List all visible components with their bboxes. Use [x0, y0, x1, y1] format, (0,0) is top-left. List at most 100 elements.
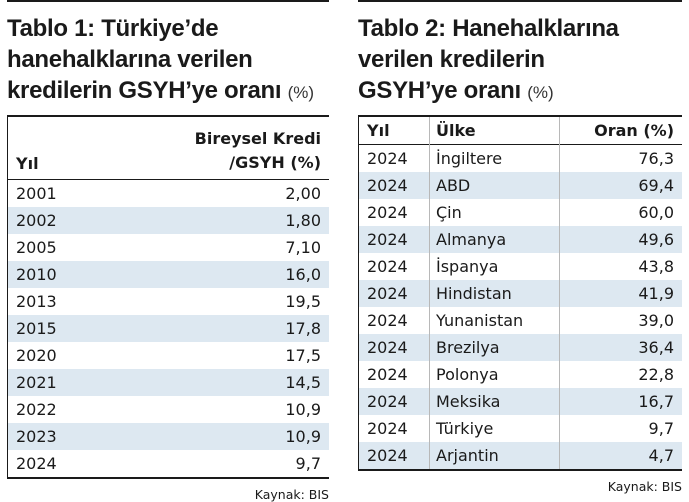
table2-year-cell: 2024 — [358, 388, 430, 415]
table1-value-cell: 19,5 — [285, 292, 321, 311]
table2: Yıl Ülke Oran (%) 2024 İngiltere 76,3 2024 A… — [358, 117, 682, 469]
table2-country-cell: Polonya — [428, 361, 560, 388]
table2-year-cell: 2024 — [358, 226, 430, 253]
table2-value-cell: 39,0 — [559, 307, 682, 334]
table1-value-cell: 10,9 — [285, 400, 321, 419]
table2-header-row: Yıl Ülke Oran (%) — [358, 117, 682, 145]
table-row: 2024 Meksika 16,7 — [358, 388, 682, 415]
table1-value-cell: 16,0 — [96, 261, 329, 288]
table2-value-cell: 76,3 — [559, 144, 682, 172]
table1-value-cell: 9,7 — [295, 454, 321, 473]
table1-header-rule — [7, 115, 329, 117]
table1-value-cell: 2,00 — [285, 184, 321, 203]
table2-title: Tablo 2: Hanehalklarına verilen krediler… — [358, 13, 682, 108]
table1-value-cell: 17,8 — [96, 315, 329, 342]
table1-bottom-rule — [7, 477, 329, 479]
table1-col-value-line2: /GSYH (%) — [229, 153, 321, 172]
table1-year-cell: 2022 — [6, 396, 97, 423]
table2-country-cell: İspanya — [428, 253, 560, 280]
table-row: 2021 14,5 — [6, 369, 329, 396]
table2-value-cell: 41,9 — [559, 280, 682, 307]
table2-country-cell: Brezilya — [428, 334, 560, 361]
table2-unit: (%) — [527, 83, 554, 102]
table2-col-value: Oran (%) — [559, 117, 682, 145]
table-row: 2020 17,5 — [6, 342, 330, 369]
table-row: 2010 16,0 — [6, 261, 329, 288]
table1: Yıl Bireysel Kredi /GSYH (%) 2001 2,00 200… — [6, 117, 330, 477]
table1-year-cell: 2002 — [6, 207, 97, 234]
table-row: 2024 9,7 — [6, 450, 330, 477]
table1-panel: Tablo 1: Türkiye’de hanehalklarına veril… — [6, 0, 330, 502]
table-row: 2001 2,00 — [6, 179, 330, 207]
table-row: 2002 1,80 — [6, 207, 329, 234]
table1-source: Kaynak: BIS — [254, 487, 329, 502]
table2-country-cell: Hindistan — [428, 280, 560, 307]
table2-year-cell: 2024 — [358, 199, 430, 226]
table2-value-cell: 9,7 — [559, 415, 682, 442]
table2-title-line2: verilen kredilerin — [358, 46, 545, 73]
table2-value-cell: 16,7 — [559, 388, 682, 415]
table2-year-cell: 2024 — [358, 144, 430, 172]
table-row: 2024 İspanya 43,8 — [358, 253, 682, 280]
table1-year-cell: 2005 — [6, 234, 97, 261]
table1-value-cell: 1,80 — [96, 207, 329, 234]
table2-source: Kaynak: BIS — [607, 479, 682, 494]
table1-year-cell: 2024 — [6, 450, 97, 477]
table1-year-cell: 2020 — [6, 342, 97, 369]
table1-unit: (%) — [287, 83, 315, 102]
table2-year-cell: 2024 — [358, 442, 430, 469]
table1-value-cell: 7,10 — [285, 238, 321, 257]
table2-top-rule — [358, 0, 682, 2]
table2-year-cell: 2024 — [358, 334, 430, 361]
table1-col-year: Yıl — [6, 117, 97, 180]
table1-title-line2: hanehalklarına verilen — [7, 46, 253, 73]
table1-title: Tablo 1: Türkiye’de hanehalklarına veril… — [7, 13, 329, 108]
table1-year-cell: 2001 — [6, 179, 97, 207]
table2-bottom-rule — [358, 469, 682, 471]
table2-year-cell: 2024 — [358, 307, 430, 334]
table1-year-cell: 2013 — [6, 288, 97, 315]
table1-year-cell: 2023 — [6, 423, 97, 450]
table2-year-cell: 2024 — [358, 361, 430, 388]
table2-year-cell: 2024 — [358, 172, 430, 199]
table-row: 2013 19,5 — [6, 288, 330, 315]
table2-title-line3: GSYH’ye oranı — [358, 77, 521, 104]
table-row: 2024 Almanya 49,6 — [358, 226, 682, 253]
table1-col-value: Bireysel Kredi /GSYH (%) — [96, 117, 329, 180]
table-row: 2024 Polonya 22,8 — [358, 361, 682, 388]
table2-year-cell: 2024 — [358, 253, 430, 280]
table2-country-cell: Türkiye — [428, 415, 560, 442]
table1-value-cell: 17,5 — [285, 346, 321, 365]
table2-value-cell: 36,4 — [559, 334, 682, 361]
table2-value-cell: 60,0 — [559, 199, 682, 226]
table2-value-cell: 22,8 — [559, 361, 682, 388]
table1-col-value-line1: Bireysel Kredi — [194, 129, 321, 148]
table2-country-cell: Meksika — [428, 388, 560, 415]
table2-year-cell: 2024 — [358, 280, 430, 307]
table2-country-cell: ABD — [428, 172, 560, 199]
table2-country-cell: Çin — [428, 199, 560, 226]
table-row: 2024 Türkiye 9,7 — [358, 415, 682, 442]
table1-top-rule — [7, 0, 329, 2]
table-row: 2022 10,9 — [6, 396, 330, 423]
table1-value-cell: 14,5 — [96, 369, 329, 396]
table2-value-cell: 69,4 — [559, 172, 682, 199]
table1-year-cell: 2021 — [6, 369, 97, 396]
table1-year-cell: 2015 — [6, 315, 97, 342]
table2-col-year: Yıl — [358, 117, 430, 145]
table-row: 2024 İngiltere 76,3 — [358, 144, 682, 172]
table-row: 2015 17,8 — [6, 315, 329, 342]
table-row: 2005 7,10 — [6, 234, 330, 261]
table1-year-cell: 2010 — [6, 261, 97, 288]
table-row: 2024 Brezilya 36,4 — [358, 334, 682, 361]
table-row: 2024 Yunanistan 39,0 — [358, 307, 682, 334]
table2-year-cell: 2024 — [358, 415, 430, 442]
table2-country-cell: Arjantin — [428, 442, 560, 469]
table2-value-cell: 49,6 — [559, 226, 682, 253]
table1-value-cell: 10,9 — [96, 423, 329, 450]
table2-value-cell: 4,7 — [559, 442, 682, 469]
table1-title-line3: kredilerin GSYH’ye oranı — [7, 77, 282, 104]
table-row: 2023 10,9 — [6, 423, 329, 450]
table2-value-cell: 43,8 — [559, 253, 682, 280]
table-row: 2024 Arjantin 4,7 — [358, 442, 682, 469]
